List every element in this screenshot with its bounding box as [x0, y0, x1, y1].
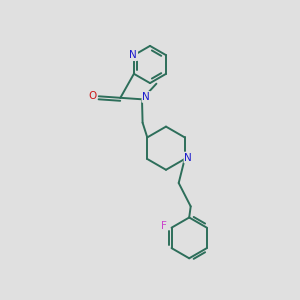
Text: O: O [88, 91, 96, 101]
Text: N: N [129, 50, 137, 60]
Text: N: N [142, 92, 150, 102]
Text: F: F [161, 221, 167, 231]
Text: N: N [184, 152, 192, 163]
